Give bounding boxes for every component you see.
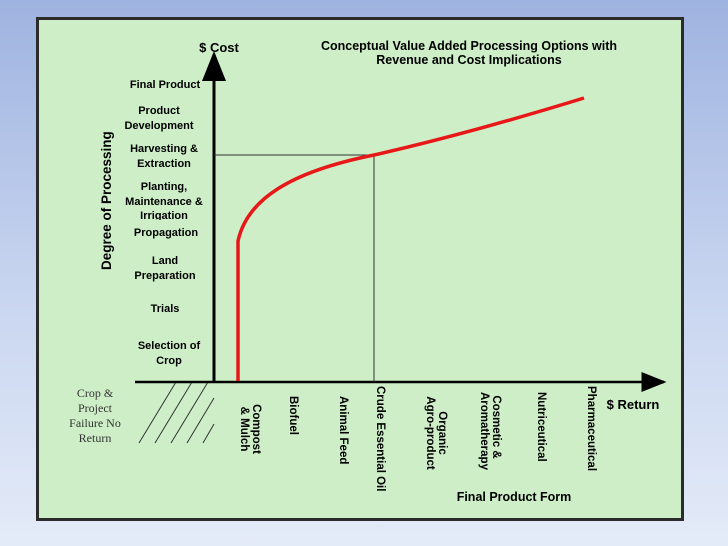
stage-final-product: Final Product bbox=[129, 79, 201, 91]
stage-product-development: Product Development bbox=[124, 105, 194, 132]
failure-hatching bbox=[138, 381, 215, 444]
stage-trials: Trials bbox=[150, 303, 180, 315]
stage-harvesting-extraction: Harvesting & Extraction bbox=[130, 143, 198, 170]
x-axis-form-label: Final Product Form bbox=[456, 490, 572, 504]
product-nutriceutical: Nutriceutical bbox=[535, 392, 547, 462]
y-axis-processing-label: Degree of Processing bbox=[99, 131, 114, 270]
stage-planting-maintenance: Planting, Maintenance & Irrigation bbox=[125, 181, 203, 220]
diagram-svg bbox=[135, 51, 667, 444]
product-animal-feed: Animal Feed bbox=[337, 396, 349, 465]
product-crude-essential-oil: Crude Essential Oil bbox=[374, 386, 386, 492]
x-axis-return-label: $ Return bbox=[606, 397, 660, 412]
failure-zone-label: Crop & Project Failure No Return bbox=[69, 386, 121, 445]
product-biofuel: Biofuel bbox=[287, 396, 299, 435]
stage-propagation: Propagation bbox=[133, 227, 199, 239]
product-compost-mulch: Compost & Mulch bbox=[238, 404, 262, 454]
stage-selection-of-crop: Selection of Crop bbox=[137, 340, 201, 367]
y-axis-cost-label: $ Cost bbox=[199, 40, 239, 55]
product-pharmaceutical: Pharmaceutical bbox=[585, 386, 597, 472]
diagram-title: Conceptual Value Added Processing Option… bbox=[320, 39, 618, 67]
product-organic-agro-product: Organic Agro-product bbox=[424, 396, 448, 470]
stage-land-preparation: Land Preparation bbox=[134, 255, 196, 282]
value-curve bbox=[236, 96, 585, 381]
slide-canvas: Conceptual Value Added Processing Option… bbox=[36, 17, 684, 521]
product-cosmetic-aromatherapy: Cosmetic & Aromatherapy bbox=[478, 392, 502, 470]
